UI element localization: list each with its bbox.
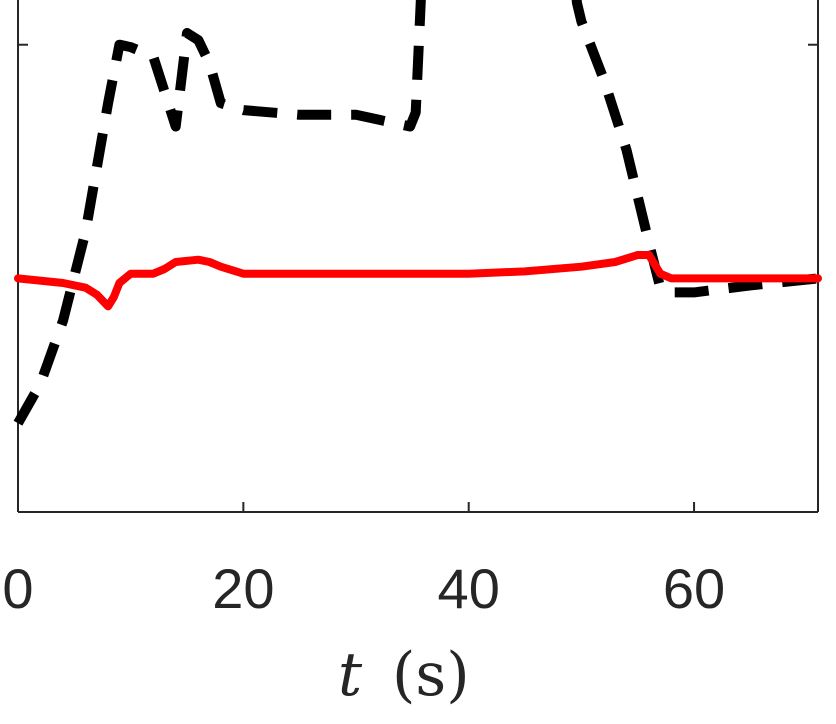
x-tick-label: 60 (663, 557, 725, 620)
x-tick-labels: 0 20 40 60 (2, 557, 725, 620)
x-axis-label-unit: (s) (392, 640, 470, 710)
x-tick-label: 20 (212, 557, 274, 620)
series-dashed-line (13, 0, 819, 426)
x-tick-label: 40 (438, 557, 500, 620)
series-solid-line (14, 251, 822, 311)
x-axis-label-variable: t (338, 640, 363, 710)
x-tick-label: 0 (2, 557, 33, 620)
series-layer (13, 0, 822, 426)
